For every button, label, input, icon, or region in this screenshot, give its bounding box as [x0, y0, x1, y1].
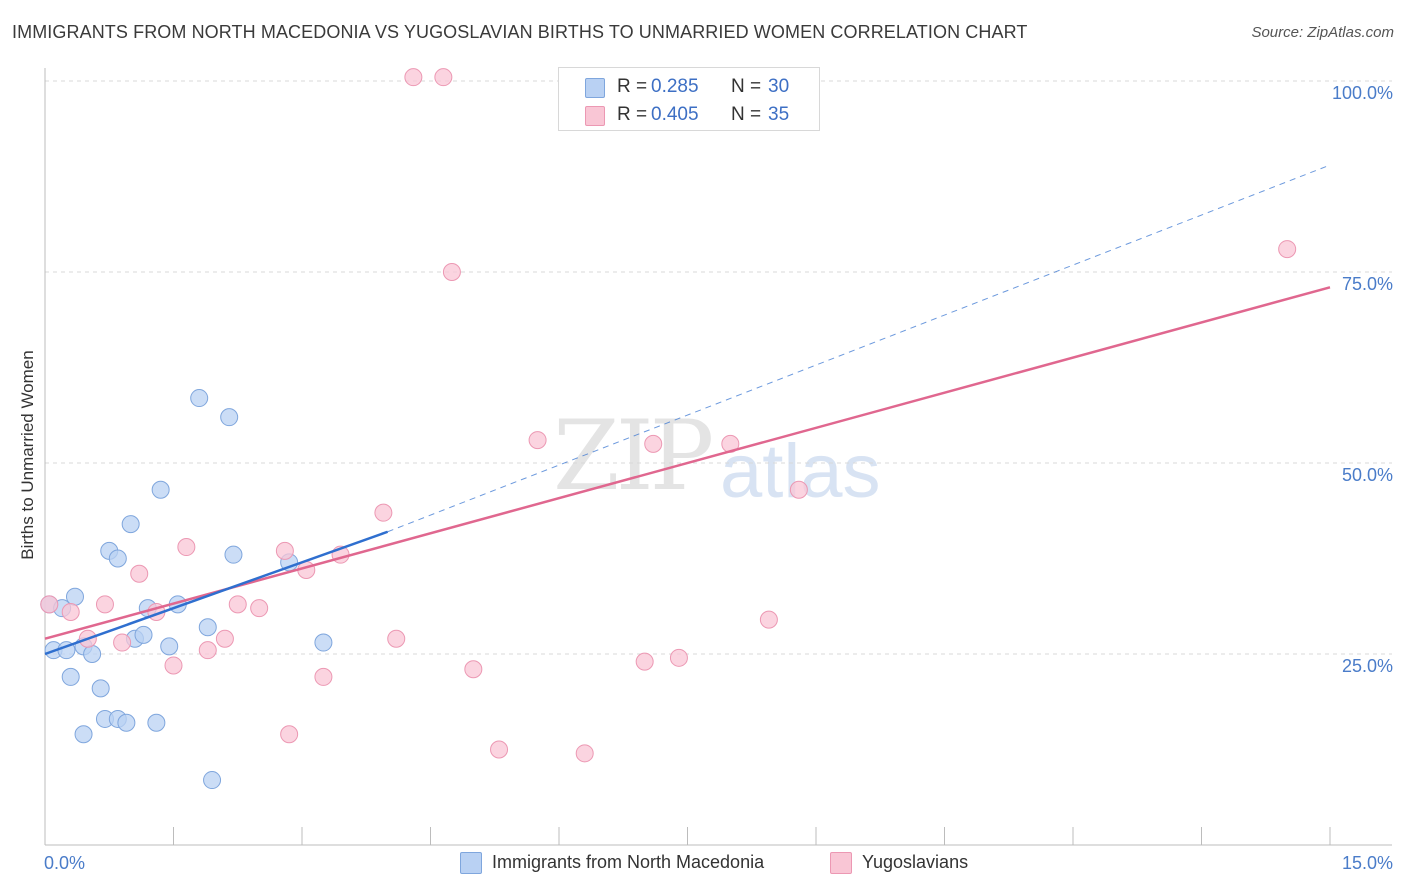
point-yugoslavians [61, 602, 80, 621]
point-yugoslavians [228, 595, 247, 614]
point-yugoslavians [575, 744, 594, 763]
x-tick-label: 15.0% [1342, 853, 1393, 873]
point-yugoslavians [250, 599, 269, 618]
point-north-macedonia [190, 389, 209, 408]
legend-n-label: N = [731, 104, 762, 125]
point-yugoslavians [177, 538, 196, 557]
legend-swatch-pink [585, 106, 605, 126]
point-north-macedonia [121, 515, 140, 534]
point-north-macedonia [151, 480, 170, 499]
trendline-north-macedonia [44, 530, 389, 656]
point-yugoslavians [404, 68, 423, 87]
legend-swatch-blue [585, 78, 605, 98]
point-yugoslavians [280, 725, 299, 744]
point-yugoslavians [490, 740, 509, 759]
legend-r-value: 0.405 [651, 104, 699, 125]
y-tick-label: 100.0% [1332, 83, 1393, 103]
point-north-macedonia [61, 667, 80, 686]
legend-row-yugoslavians: R = 0.405 N = 35 [559, 102, 819, 130]
point-yugoslavians [644, 434, 663, 453]
point-yugoslavians [464, 660, 483, 679]
point-yugoslavians [669, 648, 688, 667]
point-yugoslavians [434, 68, 453, 87]
point-yugoslavians [635, 652, 654, 671]
point-yugoslavians [442, 263, 461, 281]
point-north-macedonia [160, 637, 179, 656]
point-north-macedonia [91, 679, 110, 698]
point-yugoslavians [95, 595, 114, 614]
bottom-legend-swatch-pink [830, 852, 852, 874]
point-yugoslavians [113, 633, 132, 652]
point-yugoslavians [275, 541, 294, 560]
point-north-macedonia [147, 713, 166, 732]
point-north-macedonia [224, 545, 243, 564]
point-yugoslavians [40, 595, 59, 614]
point-north-macedonia [65, 587, 84, 606]
legend-n-value: 35 [768, 104, 790, 125]
point-yugoslavians [198, 641, 217, 660]
source-label: Source: ZipAtlas.com [1251, 24, 1394, 41]
bottom-legend-swatch-blue [460, 852, 482, 874]
point-yugoslavians [374, 503, 393, 522]
legend-n-value: 30 [768, 76, 790, 97]
point-north-macedonia [74, 725, 93, 744]
legend-r-label: R = [617, 104, 648, 125]
point-yugoslavians [789, 480, 808, 499]
point-north-macedonia [220, 408, 239, 427]
trendline-north-macedonia-extension [387, 164, 1331, 533]
point-north-macedonia [203, 771, 222, 790]
x-tick-label: 0.0% [44, 853, 85, 873]
point-yugoslavians [314, 667, 333, 686]
point-yugoslavians [215, 629, 234, 648]
point-north-macedonia [83, 645, 102, 663]
point-yugoslavians [759, 610, 778, 629]
point-north-macedonia [314, 633, 333, 652]
point-north-macedonia [134, 625, 153, 644]
point-yugoslavians [528, 431, 547, 450]
watermark-atlas: atlas [720, 429, 881, 514]
legend-r-value: 0.285 [651, 76, 699, 97]
bottom-legend-label: Yugoslavians [862, 852, 969, 872]
bottom-legend-label: Immigrants from North Macedonia [492, 852, 765, 872]
point-yugoslavians [387, 629, 406, 648]
legend-n-label: N = [731, 76, 762, 97]
point-north-macedonia [198, 618, 217, 637]
y-tick-label: 50.0% [1342, 465, 1393, 485]
trendline-yugoslavians [44, 286, 1331, 640]
y-tick-label: 75.0% [1342, 274, 1393, 294]
legend-r-label: R = [617, 76, 648, 97]
chart-title: IMMIGRANTS FROM NORTH MACEDONIA VS YUGOS… [12, 22, 1028, 42]
point-north-macedonia [108, 549, 127, 568]
point-yugoslavians [164, 656, 183, 675]
legend-row-north-macedonia: R = 0.285 N = 30 [559, 74, 819, 102]
y-tick-label: 25.0% [1342, 656, 1393, 676]
point-north-macedonia [117, 713, 136, 732]
point-yugoslavians [1278, 240, 1297, 259]
legend: R = 0.285 N = 30 R = 0.405 N = 35 [558, 67, 820, 131]
point-yugoslavians [130, 564, 149, 583]
